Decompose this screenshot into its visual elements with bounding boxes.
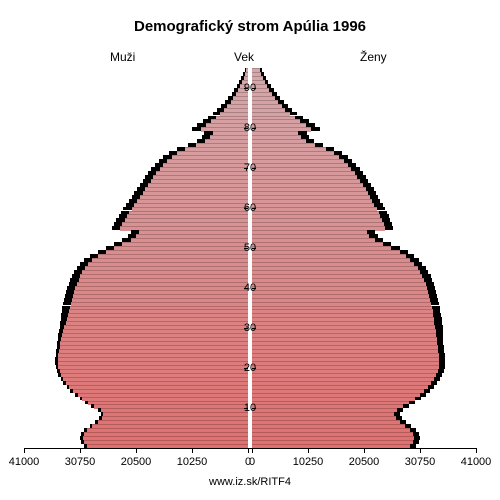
center-label: Vek bbox=[234, 50, 254, 64]
x-tick-label: 30750 bbox=[405, 456, 436, 468]
x-tick-label: 0 bbox=[249, 456, 255, 468]
right-label: Ženy bbox=[360, 50, 387, 64]
source-url: www.iz.sk/RITF4 bbox=[0, 476, 500, 488]
chart-title: Demografický strom Apúlia 1996 bbox=[0, 18, 500, 35]
y-tick-mark bbox=[252, 328, 256, 329]
x-tick-label: 41000 bbox=[461, 456, 492, 468]
y-tick-mark bbox=[252, 208, 256, 209]
x-tick-label: 10250 bbox=[293, 456, 324, 468]
x-tick bbox=[192, 448, 193, 453]
y-tick-mark bbox=[244, 288, 248, 289]
x-tick bbox=[364, 448, 365, 453]
y-tick-mark bbox=[252, 128, 256, 129]
y-tick-label: 90 bbox=[240, 82, 260, 94]
y-tick-mark bbox=[244, 208, 248, 209]
x-tick bbox=[24, 448, 25, 453]
y-tick-mark bbox=[244, 328, 248, 329]
y-tick-mark bbox=[244, 128, 248, 129]
y-tick-mark bbox=[252, 248, 256, 249]
y-tick-label: 20 bbox=[240, 362, 260, 374]
x-tick-label: 10250 bbox=[177, 456, 208, 468]
y-tick-mark bbox=[244, 248, 248, 249]
y-tick-label: 50 bbox=[240, 242, 260, 254]
x-axis bbox=[24, 448, 476, 449]
y-tick-mark bbox=[252, 408, 256, 409]
y-tick-label: 80 bbox=[240, 122, 260, 134]
y-tick-label: 10 bbox=[240, 402, 260, 414]
plot-area: 10 20 30 40 50 60 70 80 90 bbox=[24, 68, 476, 448]
y-tick-mark bbox=[244, 168, 248, 169]
pyramid-chart: Demografický strom Apúlia 1996 Muži Vek … bbox=[0, 0, 500, 500]
x-tick bbox=[248, 448, 249, 453]
x-tick bbox=[80, 448, 81, 453]
x-tick bbox=[308, 448, 309, 453]
y-tick-label: 40 bbox=[240, 282, 260, 294]
y-tick-mark bbox=[252, 168, 256, 169]
x-tick-label: 41000 bbox=[9, 456, 40, 468]
y-tick-label: 70 bbox=[240, 162, 260, 174]
y-tick-mark bbox=[244, 368, 248, 369]
y-tick-mark bbox=[252, 288, 256, 289]
x-tick bbox=[252, 448, 253, 453]
x-tick-label: 20500 bbox=[349, 456, 380, 468]
x-tick-label: 20500 bbox=[121, 456, 152, 468]
y-tick-label: 60 bbox=[240, 202, 260, 214]
y-tick-mark bbox=[244, 88, 248, 89]
y-tick-mark bbox=[252, 368, 256, 369]
y-tick-label: 30 bbox=[240, 322, 260, 334]
x-tick bbox=[136, 448, 137, 453]
x-tick bbox=[420, 448, 421, 453]
y-tick-mark bbox=[252, 88, 256, 89]
x-tick bbox=[476, 448, 477, 453]
y-tick-mark bbox=[244, 408, 248, 409]
x-tick-label: 30750 bbox=[65, 456, 96, 468]
left-label: Muži bbox=[110, 50, 135, 64]
